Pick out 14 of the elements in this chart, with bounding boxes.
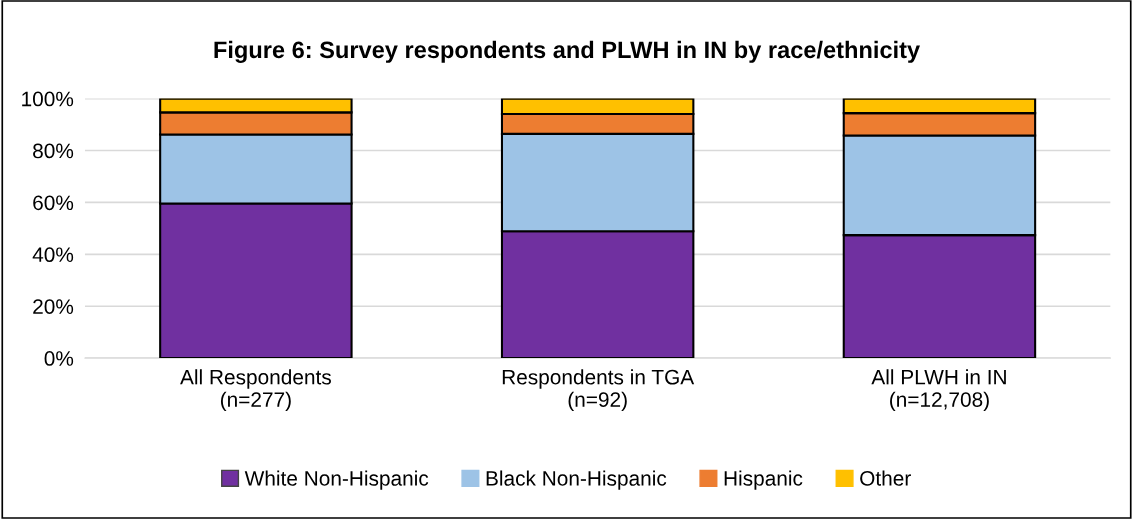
y-tick-label: 100%	[22, 91, 74, 107]
y-tick-label: 80%	[33, 143, 74, 159]
x-tick-label: All Respondents (n=277)	[180, 369, 331, 412]
legend-label: Other	[860, 470, 911, 486]
legend-label: Hispanic	[724, 470, 803, 490]
y-tick-label: 20%	[33, 299, 74, 314]
y-tick-label: 40%	[32, 247, 74, 263]
x-tick-label: All PLWH in IN (n=12,708)	[871, 369, 1006, 412]
y-tick-label: 60%	[33, 195, 74, 211]
legend-label: White Non-Hispanic	[244, 470, 429, 490]
legend-label: Black Non-Hispanic	[486, 470, 667, 490]
chart-title: Figure 6: Survey respondents and PLWH in IN by race/ethnicity	[214, 40, 920, 63]
x-tick-label: Respondents in TGA (n=92)	[502, 369, 695, 412]
y-tick-label: 0%	[44, 351, 74, 366]
